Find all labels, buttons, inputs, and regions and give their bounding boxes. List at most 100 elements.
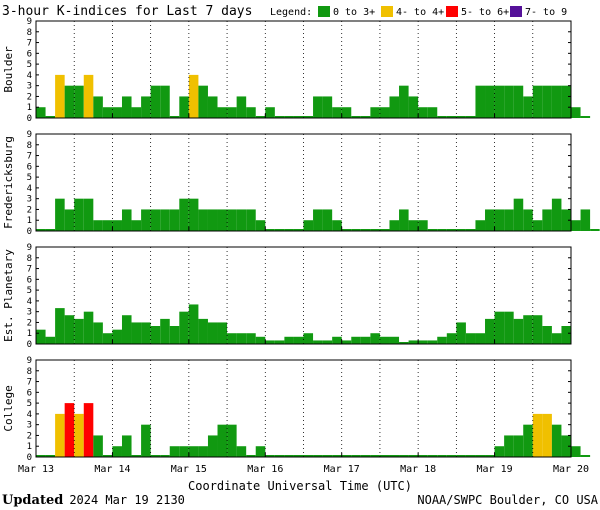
k-index-bar	[55, 198, 65, 231]
y-tick-label: 6	[27, 275, 32, 285]
k-index-bar	[513, 85, 524, 118]
k-index-bar	[150, 85, 161, 118]
k-index-bar	[504, 311, 514, 344]
k-index-bar	[121, 315, 132, 344]
y-tick-label: 9	[27, 356, 32, 366]
k-index-bar	[255, 446, 266, 457]
chart-title: 3-hour K-indices for Last 7 days	[2, 4, 252, 19]
y-tick-label: 2	[27, 92, 32, 102]
legend-label: Legend:	[270, 7, 312, 18]
k-index-bar	[36, 329, 46, 344]
k-index-bar	[74, 413, 84, 457]
panel-frame	[35, 20, 572, 119]
k-index-bar	[112, 446, 122, 457]
k-index-bar	[150, 326, 161, 344]
k-index-bar	[303, 220, 314, 231]
k-index-bar	[64, 403, 75, 457]
y-tick-label: 4	[27, 297, 32, 307]
k-index-bar	[227, 209, 237, 231]
k-index-bar	[542, 85, 552, 118]
footer-updated-value: 2024 Mar 19 2130	[69, 493, 185, 507]
k-index-bar	[456, 322, 466, 344]
y-tick-label: 5	[27, 399, 32, 409]
x-axis-label: Coordinate Universal Time (UTC)	[188, 479, 412, 493]
k-index-bar	[255, 336, 266, 344]
k-index-bar	[198, 209, 208, 231]
k-index-bar	[485, 318, 495, 344]
y-tick-label: 6	[27, 388, 32, 398]
legend-swatch-2	[446, 6, 458, 17]
k-index-bar	[494, 85, 505, 118]
y-tick-label: 7	[27, 39, 32, 49]
k-index-bar	[217, 209, 228, 231]
k-index-bar	[121, 435, 132, 457]
k-index-bar	[370, 107, 380, 118]
y-tick-label: 9	[27, 130, 32, 140]
k-index-bar	[370, 333, 380, 344]
k-index-bar	[418, 107, 428, 118]
x-tick-label: Mar 14	[94, 464, 130, 475]
x-tick-label: Mar 15	[171, 464, 207, 475]
k-index-bar	[561, 326, 571, 344]
footer-credit: NOAA/SWPC Boulder, CO USA	[417, 493, 598, 507]
legend-entry-label: 7- to 9	[525, 7, 567, 18]
k-index-bar	[418, 340, 428, 344]
k-index-bar	[532, 315, 543, 344]
legend-swatch-3	[510, 6, 522, 17]
k-index-bar	[236, 96, 247, 118]
k-index-bar	[322, 96, 333, 118]
k-index-bar	[571, 220, 581, 231]
y-tick-label: 5	[27, 173, 32, 183]
k-index-bar	[399, 85, 409, 118]
k-index-bar	[303, 333, 314, 344]
y-tick-label: 3	[27, 421, 32, 431]
y-tick-label: 6	[27, 162, 32, 172]
k-index-bar	[188, 446, 199, 457]
k-index-bar	[55, 74, 65, 118]
k-index-bar	[322, 209, 333, 231]
k-index-bar	[360, 336, 371, 344]
k-index-bar	[399, 209, 409, 231]
k-index-bar	[494, 311, 505, 344]
k-index-bar	[485, 209, 495, 231]
k-index-bar	[188, 198, 199, 231]
k-index-bar	[198, 318, 208, 344]
k-index-bar	[150, 209, 161, 231]
panel-name: Fredericksburg	[2, 136, 15, 229]
k-index-bar	[198, 446, 208, 457]
k-index-bar	[313, 340, 323, 344]
k-index-bar	[236, 446, 247, 457]
y-tick-label: 6	[27, 49, 32, 59]
y-tick-label: 1	[27, 103, 32, 113]
k-index-bar	[332, 220, 342, 231]
panel-frame	[35, 246, 572, 345]
k-index-bar	[580, 209, 591, 231]
k-index-bar	[74, 198, 84, 231]
k-index-bar	[265, 340, 275, 344]
x-tick-label: Mar 16	[247, 464, 283, 475]
chart-panels: 0123456789Boulder0123456789Fredericksbur…	[2, 17, 600, 463]
k-index-bar	[121, 96, 132, 118]
x-tick-label: Mar 20	[553, 464, 589, 475]
k-index-bar	[427, 107, 438, 118]
k-index-bar	[141, 322, 151, 344]
k-index-bar	[532, 220, 543, 231]
k-index-bar	[102, 107, 113, 118]
y-tick-label: 4	[27, 184, 32, 194]
k-index-bar	[207, 96, 218, 118]
k-index-bar	[198, 85, 208, 118]
y-tick-label: 0	[27, 114, 32, 124]
k-index-bar	[141, 424, 151, 457]
k-index-bar	[236, 209, 247, 231]
panel-name: College	[2, 385, 15, 431]
k-index-bar	[112, 329, 122, 344]
k-index-bar	[246, 107, 256, 118]
k-index-bar	[446, 333, 457, 344]
k-index-bar	[112, 107, 122, 118]
panel-frame	[35, 133, 572, 232]
legend-entry-label: 0 to 3+	[333, 7, 375, 18]
k-index-bar	[265, 107, 275, 118]
y-tick-label: 2	[27, 205, 32, 215]
k-index-bar	[179, 446, 189, 457]
